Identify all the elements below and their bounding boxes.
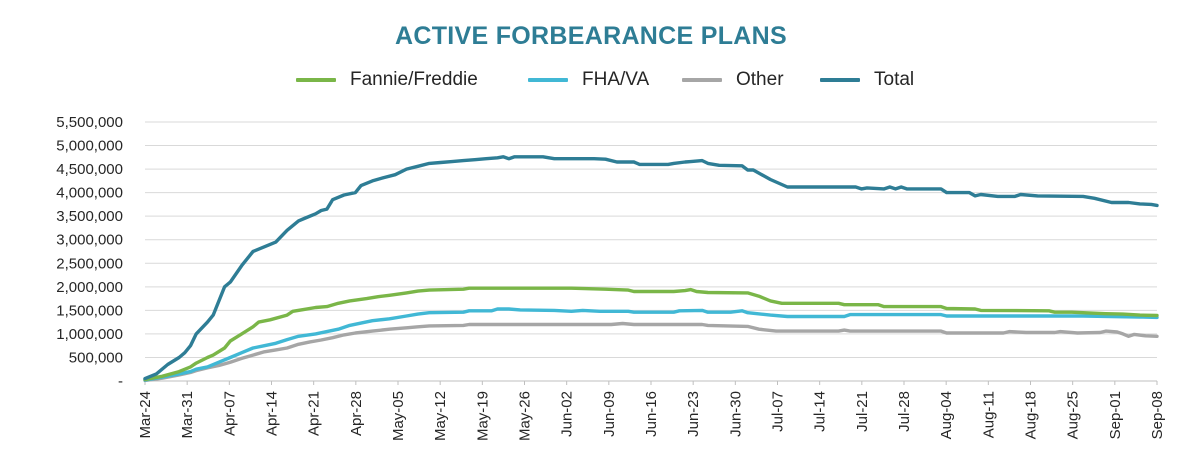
x-tick-label: Mar-24 bbox=[137, 391, 154, 439]
y-tick-label: 4,500,000 bbox=[56, 161, 123, 178]
chart-legend: Fannie/Freddie FHA/VA Other Total bbox=[0, 69, 1182, 93]
x-tick-label: Jul-14 bbox=[812, 391, 829, 432]
x-tick-label: Jun-16 bbox=[643, 391, 660, 437]
series-line-fha-va bbox=[143, 307, 1159, 382]
legend-item-other: Other bbox=[682, 69, 784, 91]
legend-label-fha-va: FHA/VA bbox=[582, 69, 650, 90]
x-tick-label: Apr-21 bbox=[306, 391, 323, 436]
chart-title: ACTIVE FORBEARANCE PLANS bbox=[395, 22, 787, 50]
x-tick-label: May-19 bbox=[474, 391, 491, 441]
y-tick-label: 5,000,000 bbox=[56, 138, 123, 155]
x-tick-label: Jun-02 bbox=[559, 391, 576, 437]
x-tick-label: Sep-08 bbox=[1149, 391, 1166, 439]
x-tick-label: Aug-11 bbox=[980, 391, 997, 438]
y-tick-label: 4,000,000 bbox=[56, 185, 123, 202]
x-tick-label: Jul-28 bbox=[896, 391, 913, 432]
x-tick-label: May-12 bbox=[432, 391, 449, 441]
x-tick-label: Aug-25 bbox=[1065, 391, 1082, 439]
x-tick-label: Apr-14 bbox=[264, 391, 281, 436]
x-tick-label: Aug-18 bbox=[1023, 391, 1040, 439]
x-tick-label: Aug-04 bbox=[938, 391, 955, 439]
legend-item-fannie-freddie: Fannie/Freddie bbox=[296, 69, 478, 91]
y-tick-label: 1,500,000 bbox=[56, 302, 123, 319]
x-tick-label: Apr-28 bbox=[348, 391, 365, 436]
legend-swatch-total bbox=[820, 78, 860, 82]
y-tick-label: 1,000,000 bbox=[56, 326, 123, 343]
x-tick-label: Mar-31 bbox=[179, 391, 196, 439]
series-line-fannie-freddie bbox=[143, 286, 1159, 382]
x-tick-label: Jul-07 bbox=[770, 391, 787, 432]
x-tick-label: Jun-30 bbox=[727, 391, 744, 437]
x-tick-label: Sep-01 bbox=[1107, 391, 1124, 439]
series-line-other bbox=[143, 321, 1159, 383]
x-tick-label: Apr-07 bbox=[221, 391, 238, 436]
x-tick-label: Jul-21 bbox=[854, 391, 871, 432]
legend-item-total: Total bbox=[820, 69, 914, 91]
y-tick-label: 3,000,000 bbox=[56, 232, 123, 249]
x-tick-label: Jun-09 bbox=[601, 391, 618, 437]
legend-swatch-fha-va bbox=[528, 78, 568, 82]
legend-swatch-other bbox=[682, 78, 722, 82]
y-tick-label: 3,500,000 bbox=[56, 208, 123, 225]
y-tick-label: 5,500,000 bbox=[56, 114, 123, 131]
y-tick-label: 2,000,000 bbox=[56, 279, 123, 296]
legend-item-fha-va: FHA/VA bbox=[528, 69, 649, 91]
legend-label-total: Total bbox=[874, 69, 915, 90]
legend-swatch-fannie-freddie bbox=[296, 78, 336, 82]
legend-label-other: Other bbox=[736, 69, 784, 90]
x-tick-label: May-05 bbox=[390, 391, 407, 441]
y-tick-label: - bbox=[118, 373, 123, 390]
y-tick-label: 2,500,000 bbox=[56, 255, 123, 272]
legend-label-fannie-freddie: Fannie/Freddie bbox=[350, 69, 478, 90]
x-tick-label: May-26 bbox=[517, 391, 534, 441]
y-tick-label: 500,000 bbox=[69, 349, 123, 366]
series-line-total bbox=[143, 155, 1159, 381]
x-tick-label: Jun-23 bbox=[685, 391, 702, 437]
